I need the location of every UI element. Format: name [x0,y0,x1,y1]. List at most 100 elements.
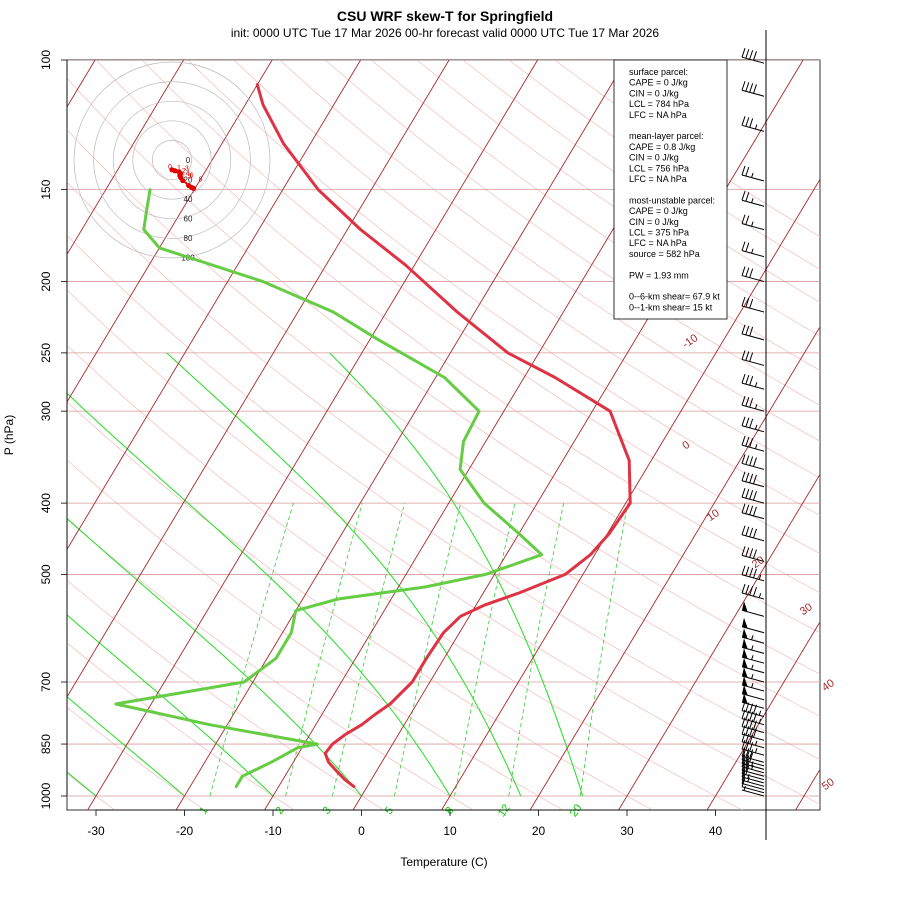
wind-barb-flag [741,81,746,91]
wind-barb-flag [745,192,750,202]
temperature-line [255,83,632,789]
wind-barb-half [751,761,754,767]
y-tick-label: 500 [39,564,53,584]
wind-barb-flag [741,754,746,764]
wind-barb-flag [741,583,746,594]
wind-barb-flag [741,565,746,575]
wind-barb-flag [741,732,746,742]
wind-barb-flag [741,777,746,787]
wind-barb-flag [741,350,746,360]
wind-barb [741,638,765,654]
wind-barb [741,373,765,390]
info-line: CAPE = 0 J/kg [629,78,688,88]
dry-adiabat [67,518,474,810]
chart-title: CSU WRF skew-T for Springfield [337,8,553,24]
moist-adiabat [166,352,522,797]
isotherm-label: -10 [680,332,700,351]
isotherm-line [706,620,820,810]
wind-barb-flag [749,418,754,429]
wind-barb-flag [745,762,750,772]
wind-barb-staff [741,710,765,718]
wind-barb-staff [741,382,765,390]
wind-barb [741,266,765,283]
info-line: source = 582 hPa [629,249,700,259]
wind-barb-staff [741,773,765,781]
wind-barb [741,774,765,791]
wind-barb-flag [749,438,754,448]
dry-adiabat [67,773,116,810]
dry-adiabat-grid [67,60,820,810]
info-line: mean-layer parcel: [629,131,704,141]
wind-barb-half [743,785,746,791]
x-tick-label: 10 [443,824,457,838]
wind-barb-staff [741,199,765,207]
info-line: PW = 1.93 mm [629,270,689,280]
hodograph-point-label: 1 [177,165,181,172]
mixing-ratio-lines [209,502,629,797]
wind-barb-staff [741,496,765,504]
wind-barb-flag [749,83,754,93]
wind-barb-half [751,248,754,254]
wind-barb-staff [741,305,765,313]
dry-adiabat [325,60,820,406]
info-box-frame [613,59,728,320]
wind-barb-flag [745,267,750,277]
info-line: LFC = NA hPa [629,110,687,120]
wind-barb-flag [753,549,757,559]
isotherm-line [441,178,820,810]
wind-barb [741,754,765,770]
wind-barb [741,436,765,452]
wind-barb-flag [745,374,750,385]
wind-barb-staff [741,534,765,542]
wind-barb [741,739,765,756]
wind-barb-flag [745,584,750,595]
wind-barb-staff [741,89,765,97]
wind-barb-staff [741,748,765,756]
wind-barb-flag [745,455,750,465]
wind-barb-staff [741,769,765,777]
info-line: LCL = 784 hPa [629,99,689,109]
wind-barb-pennant [742,638,748,649]
wind-barb-pennant [742,667,748,678]
hodograph-point-label: 5 [188,174,192,181]
wind-barb [741,191,765,207]
mixing-ratio-label: 3 [320,805,333,817]
info-line: CIN = 0 J/kg [629,88,679,98]
wind-barb-flag [745,472,750,482]
mixing-ratio-label: 5 [383,805,396,817]
wind-barb [741,757,765,774]
wind-barb-flag [753,457,757,467]
isotherm-label: 50 [820,776,837,793]
wind-barb-staff [741,759,765,767]
wind-barb [741,667,765,683]
wind-barb-half [751,664,754,670]
wind-barb [741,454,765,470]
wind-barb-flag [745,504,750,514]
hodograph-ring [132,120,212,200]
x-tick-label: 0 [358,824,365,838]
dry-adiabat [67,289,820,805]
wind-barb-flag [749,505,754,515]
hodograph-point-label: 3 [185,166,189,173]
wind-barb-staff [741,656,765,664]
wind-barb-flag [741,48,746,58]
wind-barb-half [751,682,754,688]
wind-barb-staff [741,592,765,600]
wind-barb [741,116,765,132]
wind-barb-flag [741,487,746,498]
wind-barb [741,732,765,749]
wind-barb-flag [749,548,754,558]
wind-barb [741,657,765,674]
wind-barb-half [758,574,762,580]
wind-barb-flag [745,547,750,557]
wind-barb-staff [741,333,765,341]
wind-barb [741,767,765,784]
wind-barb [741,565,765,582]
hodograph-ring [93,81,251,239]
wind-barb-flag [745,741,750,751]
wind-barb-staff [741,444,765,452]
hodograph-ring [112,100,232,220]
wind-barb-flag [741,436,746,446]
wind-barb-staff [741,124,765,132]
wind-barb-flag [745,215,750,225]
